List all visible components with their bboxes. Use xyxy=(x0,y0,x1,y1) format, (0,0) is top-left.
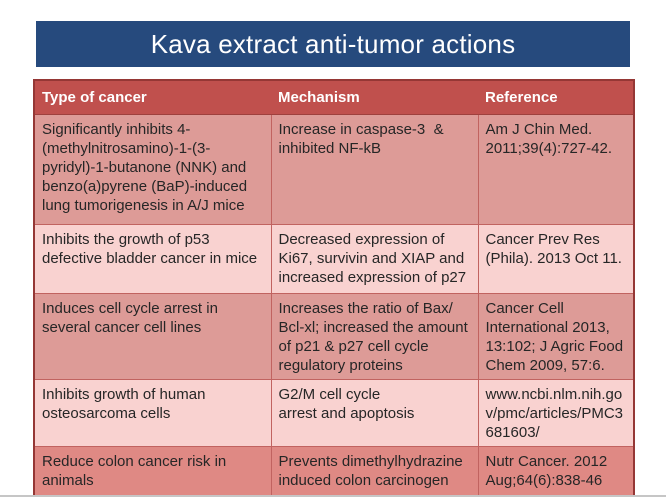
table-header-row: Type of cancer Mechanism Reference xyxy=(34,80,634,115)
cell-mechanism: Prevents dimethylhydrazine induced colon… xyxy=(270,446,479,496)
slide-title-bar: Kava extract anti-tumor actions xyxy=(36,21,630,67)
column-header-reference: Reference xyxy=(478,80,634,115)
cell-type-of-cancer: Inhibits growth of human osteosarcoma ce… xyxy=(33,379,272,447)
table-row: Induces cell cycle arrest in several can… xyxy=(33,293,635,380)
cell-type-of-cancer: Induces cell cycle arrest in several can… xyxy=(33,293,272,380)
cell-reference: Cancer Cell International 2013, 13:102; … xyxy=(477,293,635,380)
cell-mechanism: Increase in caspase-3 & inhibited NF-kB xyxy=(270,114,479,225)
table-row: Significantly inhibits 4-(methylnitrosam… xyxy=(33,114,635,225)
cell-reference: Cancer Prev Res (Phila). 2013 Oct 11. xyxy=(477,224,635,294)
table-row: Inhibits the growth of p53 defective bla… xyxy=(33,224,635,294)
column-header-mechanism: Mechanism xyxy=(271,80,478,115)
slide-bottom-divider xyxy=(0,495,666,497)
table-row: Reduce colon cancer risk in animals Preve… xyxy=(33,446,635,496)
slide-title: Kava extract anti-tumor actions xyxy=(150,28,516,59)
column-header-type-of-cancer: Type of cancer xyxy=(34,80,271,115)
cell-reference: www.ncbi.nlm.nih.gov/pmc/articles/PMC368… xyxy=(477,379,635,447)
cell-reference: Am J Chin Med. 2011;39(4):727-42. xyxy=(477,114,635,225)
cell-mechanism: Decreased expression of Ki67, survivin a… xyxy=(270,224,479,294)
cell-mechanism: Increases the ratio of Bax/ Bcl-xl; incr… xyxy=(270,293,479,380)
cell-type-of-cancer: Significantly inhibits 4-(methylnitrosam… xyxy=(33,114,272,225)
table-row: Inhibits growth of human osteosarcoma ce… xyxy=(33,379,635,447)
cell-type-of-cancer: Reduce colon cancer risk in animals xyxy=(33,446,272,496)
table-body: Significantly inhibits 4-(methylnitrosam… xyxy=(33,114,635,496)
cell-type-of-cancer: Inhibits the growth of p53 defective bla… xyxy=(33,224,272,294)
kava-anti-tumor-table: Type of cancer Mechanism Reference Signi… xyxy=(33,79,635,497)
cell-mechanism: G2/M cell cycle arrest and apoptosis xyxy=(270,379,479,447)
cell-reference: Nutr Cancer. 2012 Aug;64(6):838-46 xyxy=(477,446,635,496)
